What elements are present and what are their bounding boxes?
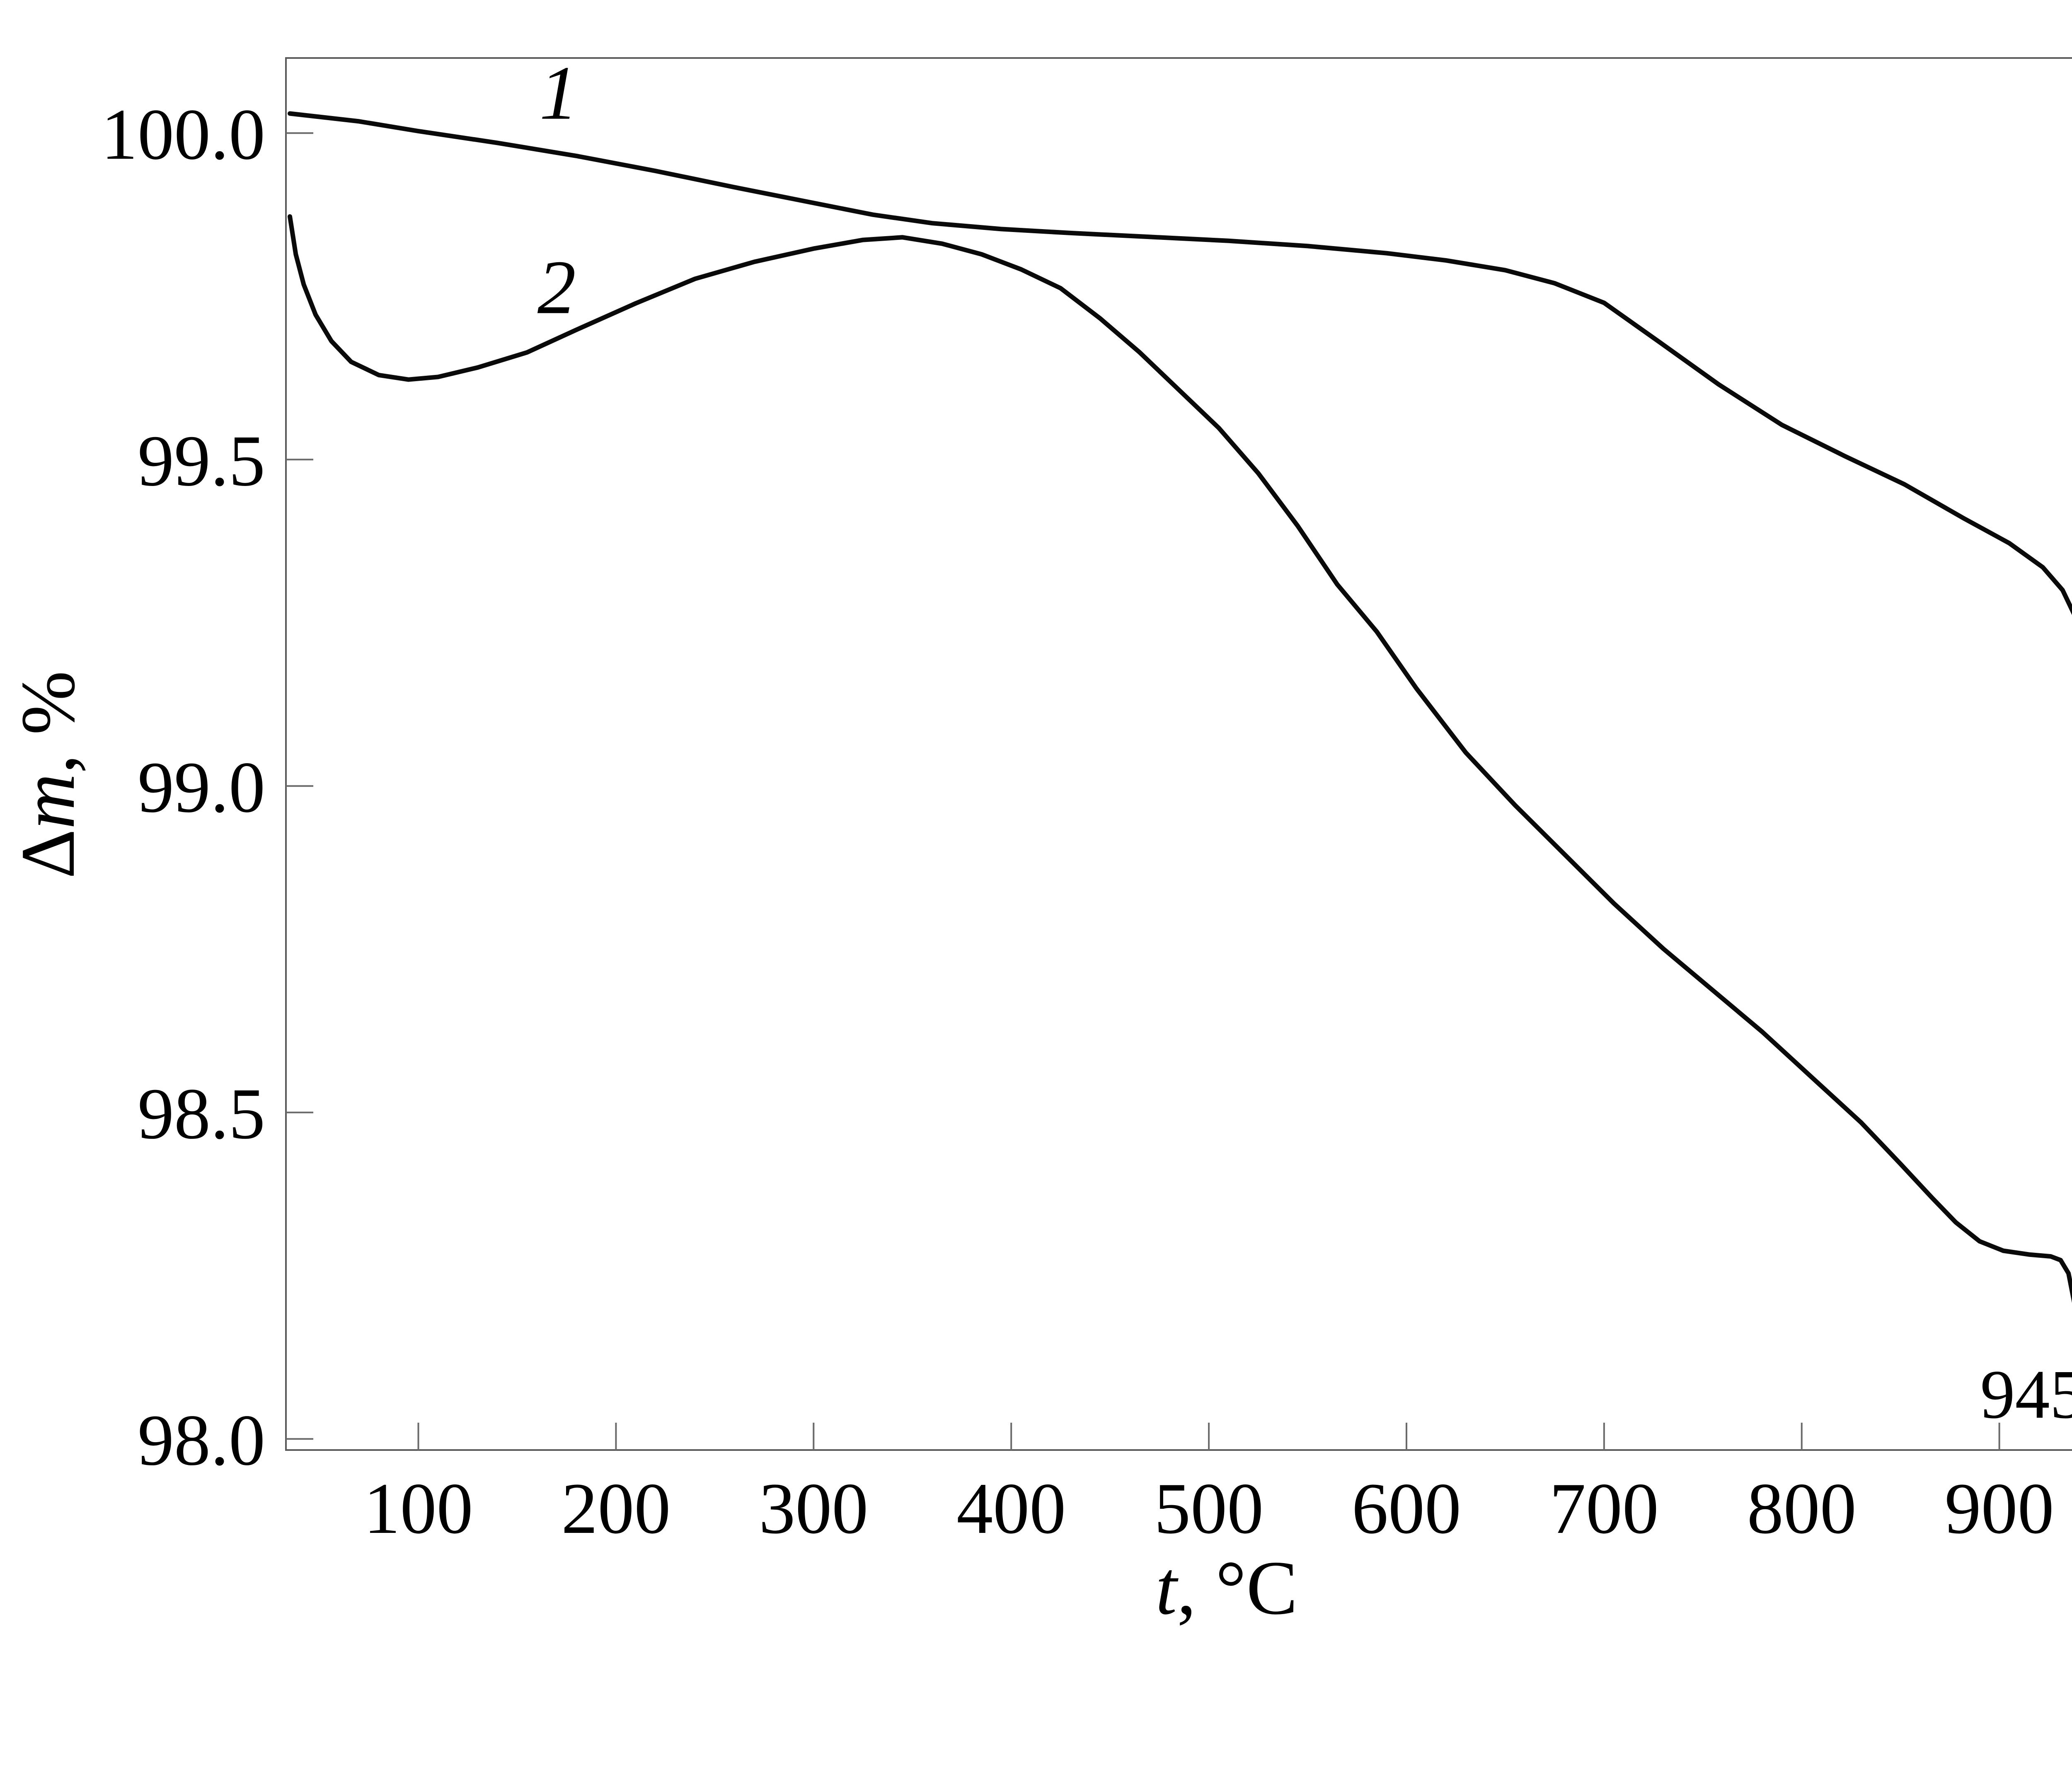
x-tick-label-700: 700 <box>1549 1468 1659 1549</box>
y-left-tick-label-99.0: 99.0 <box>138 747 265 828</box>
y-left-tick-label-98.5: 98.5 <box>138 1073 265 1154</box>
curve-1-line <box>288 111 2072 615</box>
x-tick-label-500: 500 <box>1154 1468 1264 1549</box>
x-axis-title-unit: , °C <box>1177 1545 1297 1631</box>
x-tick-label-600: 600 <box>1352 1468 1461 1549</box>
x-tick-label-100: 100 <box>364 1468 473 1549</box>
x-axis-title: t, °C <box>1155 1545 1297 1631</box>
peak-temperature-annotation: 945 <box>1980 1356 2072 1433</box>
y-left-tick-label-99.5: 99.5 <box>138 421 265 501</box>
curve-number-labels: 12 <box>537 51 578 330</box>
curve-label-1: 1 <box>540 51 578 136</box>
y-left-tick-label-100.0: 100.0 <box>101 94 265 175</box>
axis-tick-labels: 1002003004005006007008009001000100.099.5… <box>101 94 2054 1549</box>
data-curves <box>288 111 2072 1303</box>
y-axis-left-title-unit: , % <box>5 671 91 773</box>
y-axis-left-title-delta: Δ <box>5 829 91 879</box>
curve-2-line <box>288 214 2072 1303</box>
x-axis-title-variable: t <box>1155 1545 1179 1631</box>
x-tick-label-900: 900 <box>1945 1468 2054 1549</box>
y-axis-left-title-variable: m <box>5 773 91 829</box>
y-axis-left-title: Δm, % <box>5 671 91 879</box>
axis-ticks <box>286 132 2000 1450</box>
y-left-tick-label-98.0: 98.0 <box>138 1400 265 1481</box>
x-tick-label-300: 300 <box>759 1468 868 1549</box>
x-tick-label-800: 800 <box>1747 1468 1857 1549</box>
curve-label-2: 2 <box>537 245 576 330</box>
plot-border <box>285 57 2072 1451</box>
x-tick-label-400: 400 <box>956 1468 1066 1549</box>
x-tick-label-200: 200 <box>561 1468 670 1549</box>
